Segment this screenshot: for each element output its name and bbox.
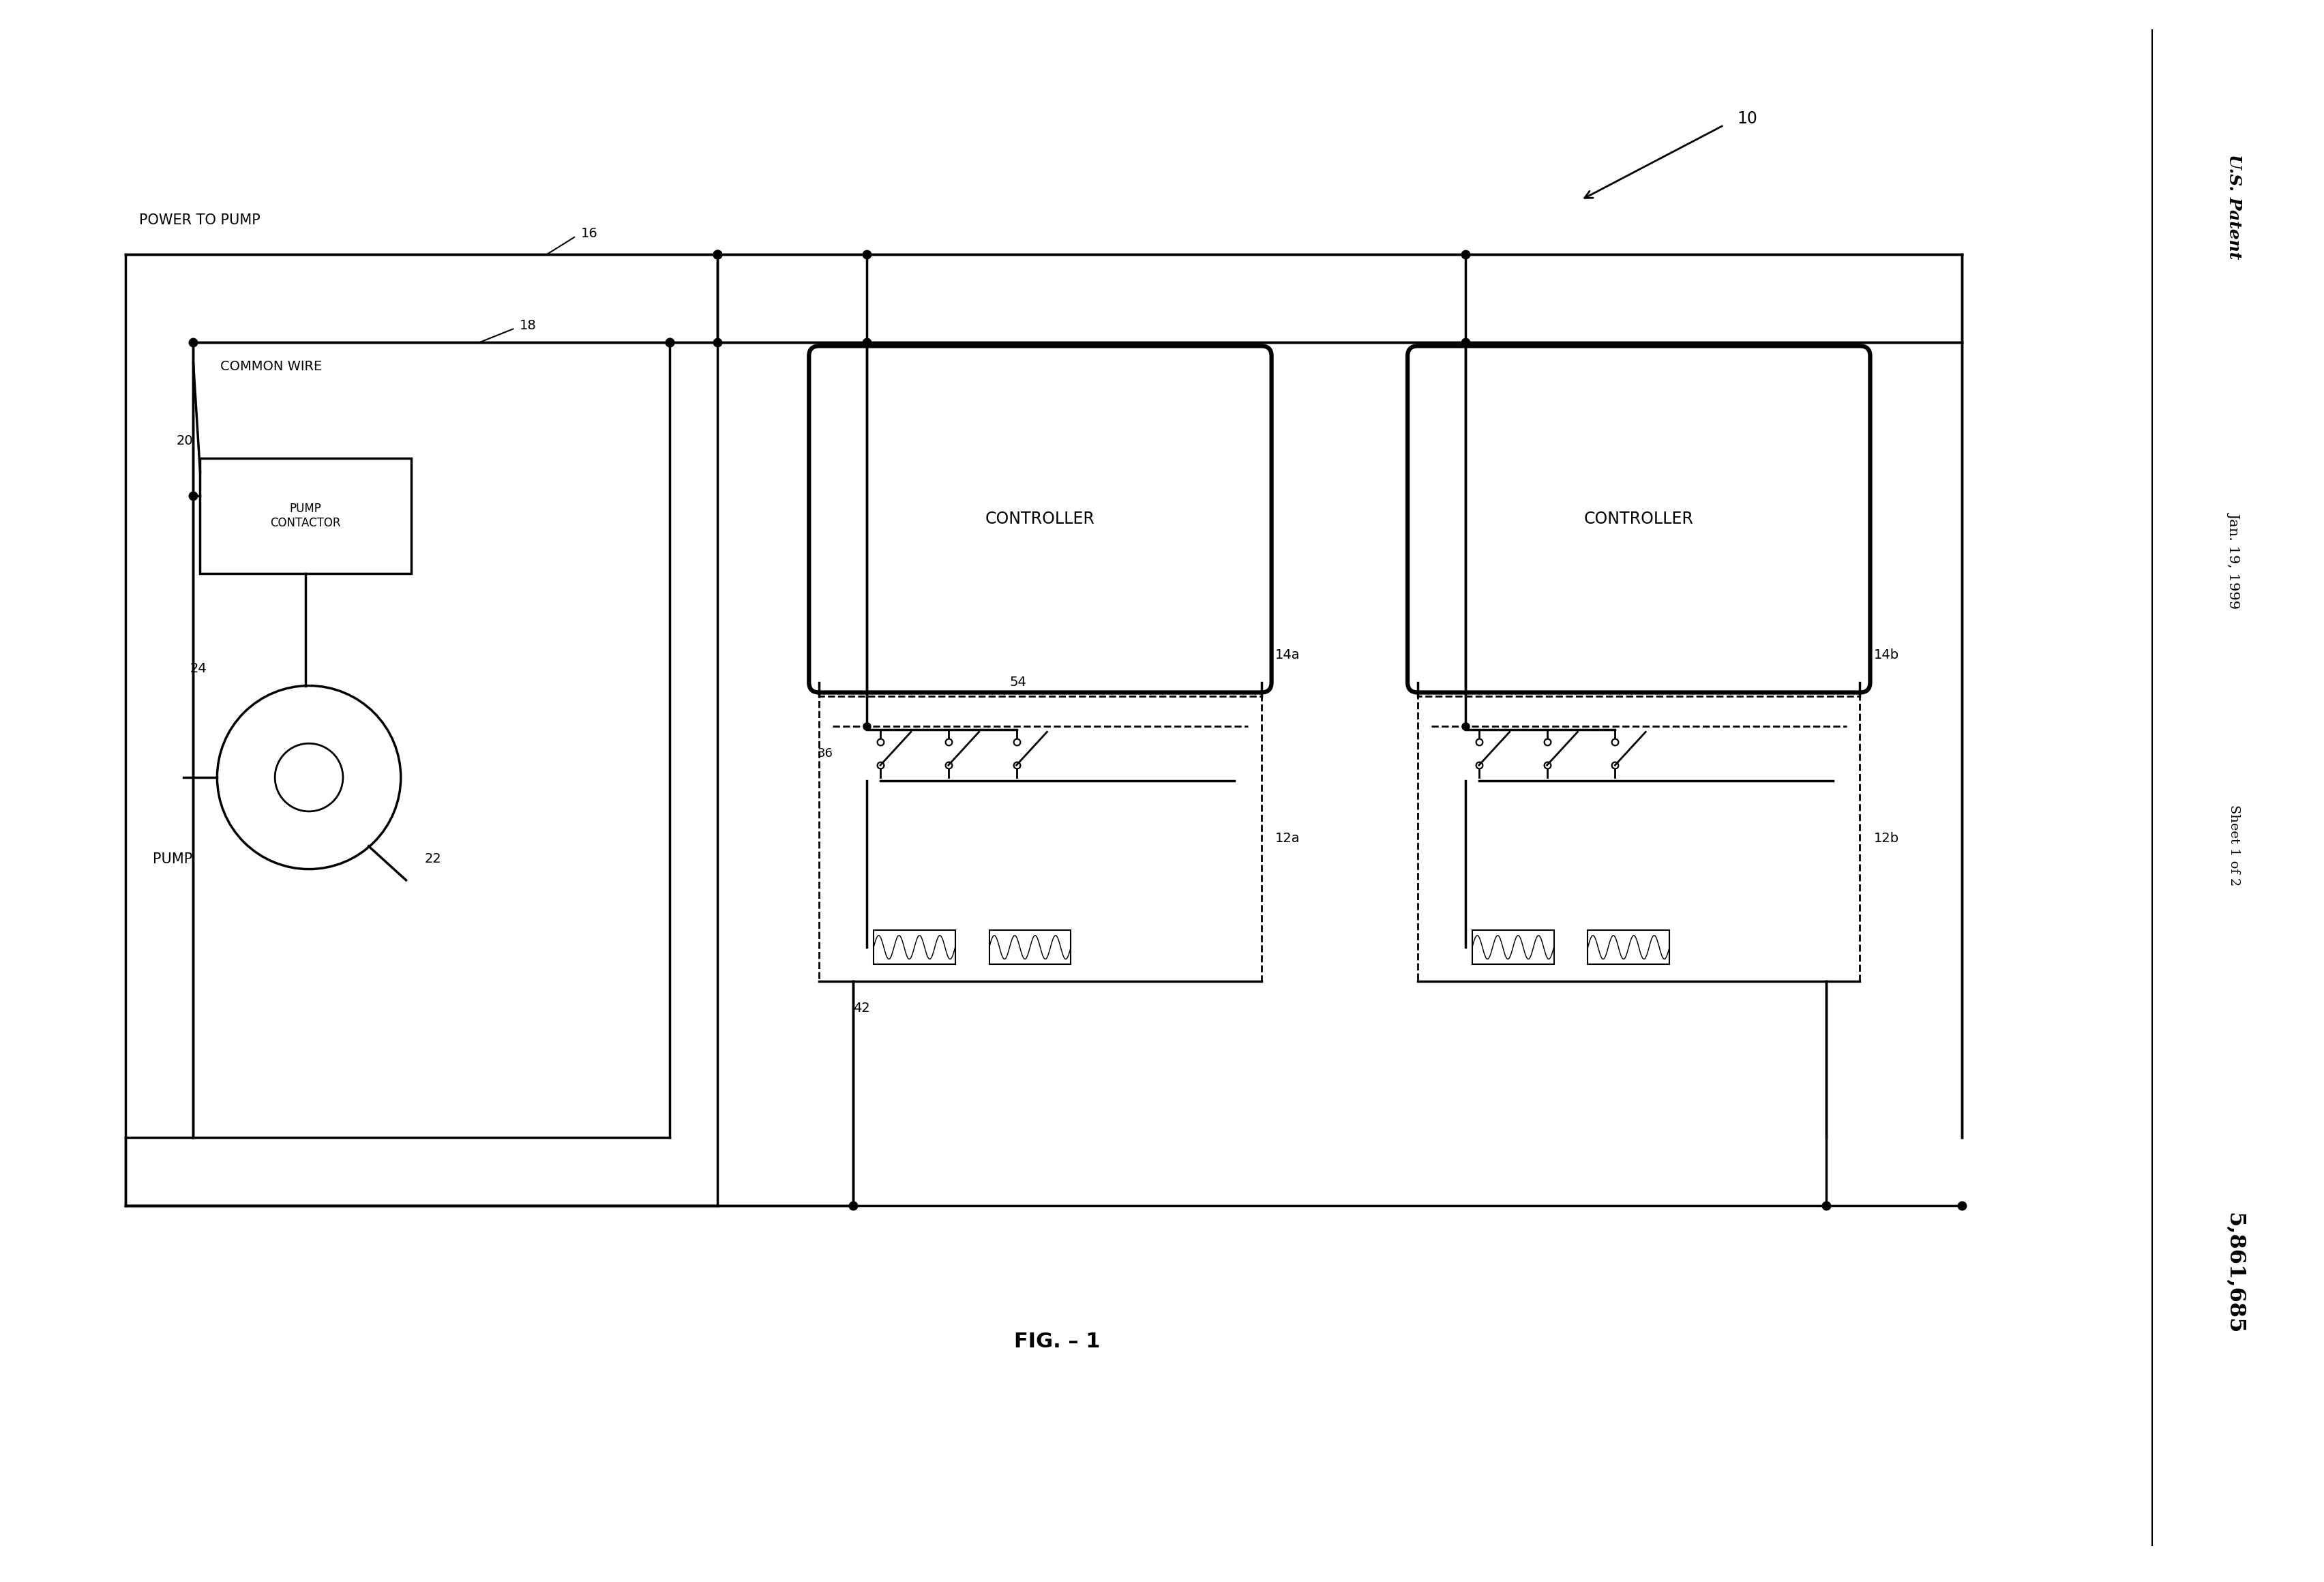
Text: POWER TO PUMP: POWER TO PUMP [139,214,260,228]
Text: CONTROLLER: CONTROLLER [1585,511,1694,527]
Text: 42: 42 [853,1001,869,1016]
Text: 20: 20 [177,435,193,448]
Text: CONTROLLER: CONTROLLER [985,511,1095,527]
Text: 12b: 12b [1873,832,1899,845]
Text: 22: 22 [425,853,442,865]
Bar [874,930,955,965]
Text: 14a: 14a [1276,649,1299,661]
Text: FIG. – 1: FIG. – 1 [1013,1332,1099,1351]
Text: 5,861,685: 5,861,685 [2224,1212,2245,1334]
Text: 12a: 12a [1276,832,1299,845]
Text: PUMP
CONTACTOR: PUMP CONTACTOR [270,503,342,528]
Text: Sheet 1 of 2: Sheet 1 of 2 [2229,805,2240,886]
Text: 54: 54 [1009,676,1027,688]
Text: 36: 36 [818,747,832,759]
Text: 24: 24 [191,663,207,676]
Text: 18: 18 [521,320,537,332]
Text: Jan. 19, 1999: Jan. 19, 1999 [2229,513,2240,607]
Bar [200,459,411,574]
Bar [1471,930,1555,965]
Text: 16: 16 [581,228,597,240]
Bar [818,696,1262,981]
Bar [1587,930,1669,965]
Bar [990,930,1071,965]
Text: U.S. Patent: U.S. Patent [2226,153,2243,259]
Text: 14b: 14b [1873,649,1899,661]
Text: COMMON WIRE: COMMON WIRE [221,359,323,373]
Text: 10: 10 [1738,111,1757,127]
Text: PUMP: PUMP [153,853,193,865]
Bar [1418,696,1859,981]
